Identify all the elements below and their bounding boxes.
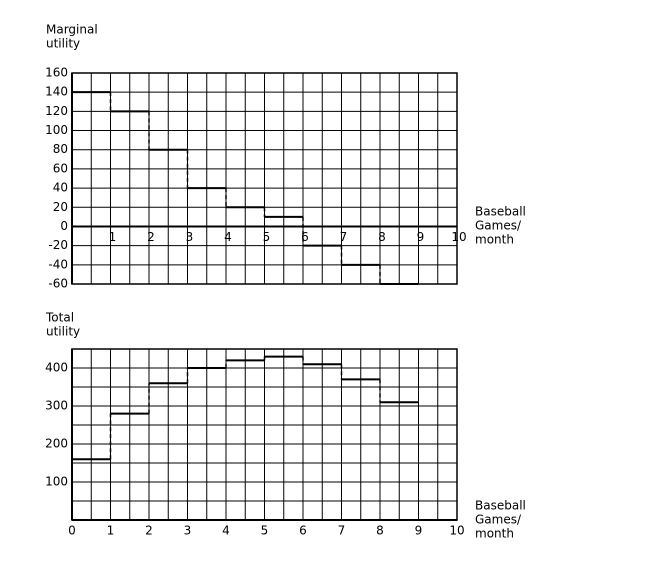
y-tick-label: 80: [53, 142, 68, 156]
x-tick-label: 6: [299, 524, 307, 538]
x-tick-label: 9: [415, 524, 423, 538]
y-tick-label: 160: [45, 66, 68, 80]
x-axis-label: month: [475, 527, 514, 541]
x-tick-label: 8: [376, 524, 384, 538]
y-tick-label: 20: [53, 200, 68, 214]
x-tick-label: 6: [301, 230, 309, 244]
y-tick-label: 60: [53, 161, 68, 175]
x-axis-label: Games/: [475, 513, 522, 527]
x-axis-label: Games/: [475, 219, 522, 233]
x-tick-label: 10: [449, 524, 464, 538]
y-tick-label: -60: [48, 277, 68, 291]
x-tick-label: 9: [417, 230, 425, 244]
x-tick-label: 1: [109, 230, 117, 244]
x-tick-label: 1: [107, 524, 115, 538]
y-tick-label: 100: [45, 475, 68, 489]
y-axis-label: Marginal: [46, 23, 98, 37]
x-tick-label: 3: [186, 230, 194, 244]
x-tick-label: 0: [68, 524, 76, 538]
y-tick-label: 300: [45, 399, 68, 413]
x-tick-label: 5: [263, 230, 271, 244]
x-tick-label: 8: [378, 230, 386, 244]
x-tick-label: 7: [338, 524, 346, 538]
x-tick-label: 2: [145, 524, 153, 538]
x-tick-label: 10: [451, 230, 466, 244]
x-tick-label: 5: [261, 524, 269, 538]
y-tick-label: 40: [53, 181, 68, 195]
y-axis-label: Total: [45, 311, 74, 325]
y-tick-label: 200: [45, 437, 68, 451]
y-axis-label: utility: [46, 37, 80, 51]
y-tick-label: 0: [60, 219, 68, 233]
x-axis-label: Baseball: [475, 499, 526, 513]
x-tick-label: 4: [222, 524, 230, 538]
y-tick-label: 120: [45, 104, 68, 118]
y-tick-label: -20: [48, 238, 68, 252]
y-tick-label: 140: [45, 85, 68, 99]
y-tick-label: 100: [45, 123, 68, 137]
y-tick-label: 400: [45, 361, 68, 375]
y-tick-label: -40: [48, 257, 68, 271]
x-tick-label: 3: [184, 524, 192, 538]
x-tick-label: 2: [147, 230, 155, 244]
x-axis-label: Baseball: [475, 205, 526, 219]
x-tick-label: 7: [340, 230, 348, 244]
x-tick-label: 4: [224, 230, 232, 244]
y-axis-label: utility: [46, 325, 80, 339]
x-axis-label: month: [475, 233, 514, 247]
